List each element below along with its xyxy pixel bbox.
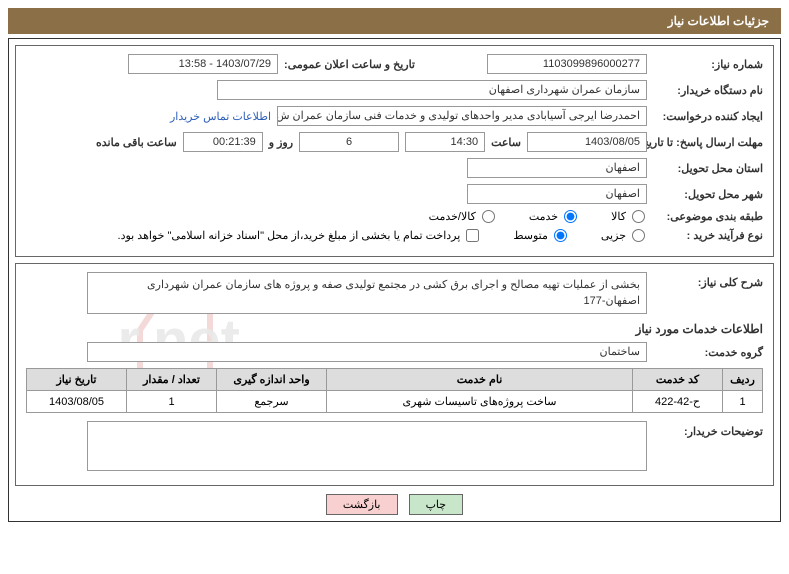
time-remaining-suffix: ساعت باقی مانده — [96, 136, 177, 149]
deadline-date-field: 1403/08/05 — [527, 132, 647, 152]
category-goods-radio[interactable]: کالا — [611, 210, 647, 223]
back-button[interactable]: بازگشت — [326, 494, 398, 515]
service-group-field: ساختمان — [87, 342, 647, 362]
details-group: شماره نیاز: 1103099896000277 تاریخ و ساع… — [15, 45, 774, 257]
process-medium-radio[interactable]: متوسط — [513, 229, 569, 242]
cell-unit: سرجمع — [217, 391, 327, 413]
category-service-radio[interactable]: خدمت — [529, 210, 579, 223]
buyer-org-label: نام دستگاه خریدار: — [653, 84, 763, 97]
th-date: تاریخ نیاز — [27, 369, 127, 391]
time-label: ساعت — [491, 136, 521, 149]
services-table: ردیف کد خدمت نام خدمت واحد اندازه گیری ت… — [26, 368, 763, 413]
cell-code: ح-42-422 — [633, 391, 723, 413]
th-qty: تعداد / مقدار — [127, 369, 217, 391]
category-goods-service-radio[interactable]: کالا/خدمت — [429, 210, 497, 223]
days-and-label: روز و — [269, 136, 293, 149]
buyer-notes-textarea[interactable] — [87, 421, 647, 471]
announce-datetime-field: 1403/07/29 - 13:58 — [128, 54, 278, 74]
need-number-label: شماره نیاز: — [653, 58, 763, 71]
main-frame: شماره نیاز: 1103099896000277 تاریخ و ساع… — [8, 38, 781, 522]
cell-row: 1 — [723, 391, 763, 413]
th-name: نام خدمت — [327, 369, 633, 391]
services-section-title: اطلاعات خدمات مورد نیاز — [26, 322, 763, 336]
cell-name: ساخت پروژه‌های تاسیسات شهری — [327, 391, 633, 413]
delivery-province-field: اصفهان — [467, 158, 647, 178]
cell-qty: 1 — [127, 391, 217, 413]
requester-label: ایجاد کننده درخواست: — [653, 110, 763, 123]
time-remaining-field: 00:21:39 — [183, 132, 263, 152]
print-button[interactable]: چاپ — [409, 494, 464, 515]
cell-date: 1403/08/05 — [27, 391, 127, 413]
description-group: شرح کلی نیاز: بخشی از عملیات تهیه مصالح … — [15, 263, 774, 486]
category-label: طبقه بندی موضوعی: — [653, 210, 763, 223]
th-row: ردیف — [723, 369, 763, 391]
delivery-city-label: شهر محل تحویل: — [653, 188, 763, 201]
th-code: کد خدمت — [633, 369, 723, 391]
th-unit: واحد اندازه گیری — [217, 369, 327, 391]
general-desc-field: بخشی از عملیات تهیه مصالح و اجرای برق کش… — [87, 272, 647, 314]
page-title-bar: جزئیات اطلاعات نیاز — [8, 8, 781, 34]
process-partial-radio[interactable]: جزیی — [601, 229, 647, 242]
buyer-notes-label: توضیحات خریدار: — [653, 421, 763, 438]
button-row: چاپ بازگشت — [15, 494, 774, 515]
payment-note-checkbox[interactable]: پرداخت تمام یا بخشی از مبلغ خرید،از محل … — [118, 229, 482, 242]
need-number-field: 1103099896000277 — [487, 54, 647, 74]
delivery-province-label: استان محل تحویل: — [653, 162, 763, 175]
general-desc-label: شرح کلی نیاز: — [653, 272, 763, 289]
buyer-org-field: سازمان عمران شهرداری اصفهان — [217, 80, 647, 100]
days-remaining-field: 6 — [299, 132, 399, 152]
table-header-row: ردیف کد خدمت نام خدمت واحد اندازه گیری ت… — [27, 369, 763, 391]
table-row: 1 ح-42-422 ساخت پروژه‌های تاسیسات شهری س… — [27, 391, 763, 413]
buyer-contact-link[interactable]: اطلاعات تماس خریدار — [170, 110, 271, 123]
service-group-label: گروه خدمت: — [653, 346, 763, 359]
delivery-city-field: اصفهان — [467, 184, 647, 204]
process-type-label: نوع فرآیند خرید : — [653, 229, 763, 242]
deadline-label: مهلت ارسال پاسخ: تا تاریخ: — [653, 136, 763, 149]
requester-field: احمدرضا ایرجی آسیابادی مدیر واحدهای تولی… — [277, 106, 647, 126]
announce-datetime-label: تاریخ و ساعت اعلان عمومی: — [284, 58, 415, 71]
page-title: جزئیات اطلاعات نیاز — [668, 14, 769, 28]
deadline-time-field: 14:30 — [405, 132, 485, 152]
